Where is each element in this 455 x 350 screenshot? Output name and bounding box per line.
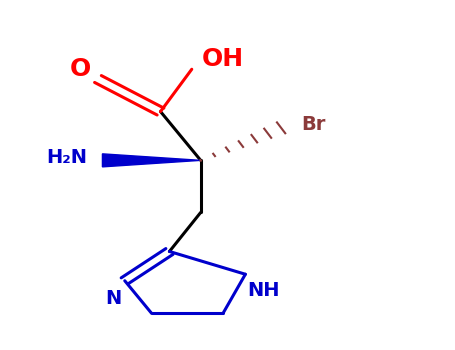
Text: Br: Br	[301, 115, 326, 134]
Text: O: O	[70, 57, 91, 81]
Text: OH: OH	[202, 48, 244, 71]
Text: NH: NH	[247, 281, 279, 300]
Polygon shape	[102, 154, 201, 167]
Text: N: N	[106, 289, 122, 308]
Text: H₂N: H₂N	[46, 148, 87, 167]
